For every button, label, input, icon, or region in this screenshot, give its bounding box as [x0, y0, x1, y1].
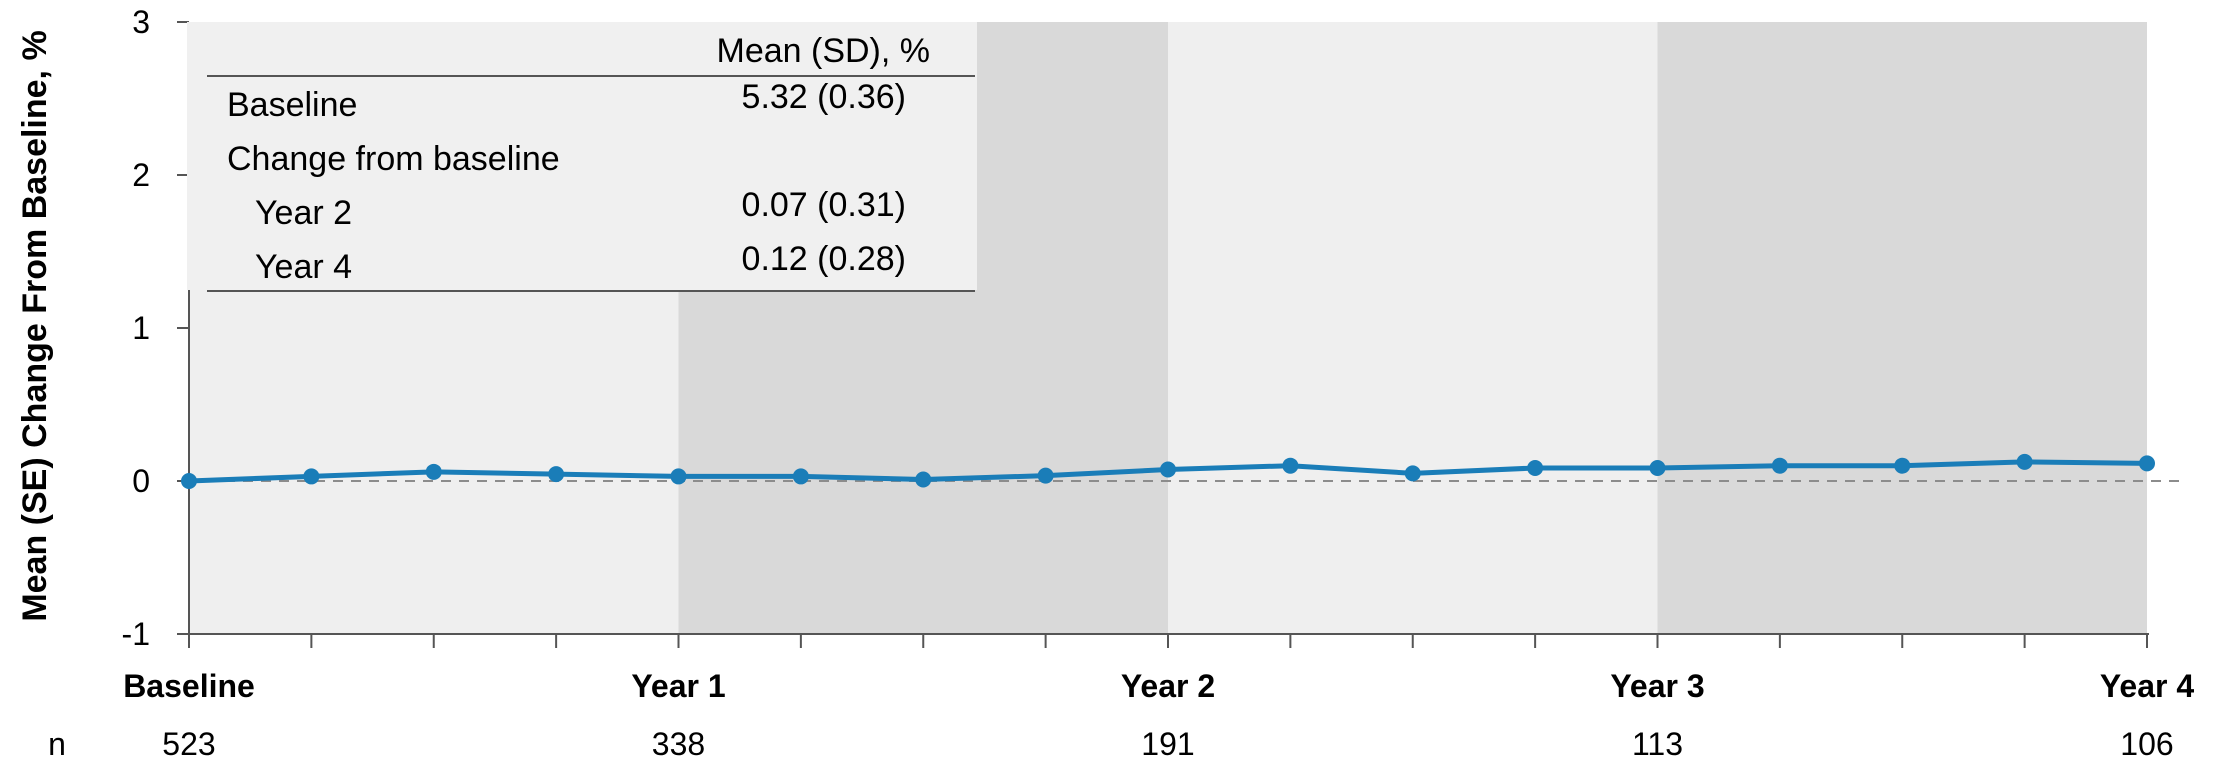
- y-tick-label: -1: [122, 616, 150, 652]
- x-major-label: Baseline: [123, 668, 255, 704]
- x-major-label: Year 3: [1610, 668, 1704, 704]
- y-axis-label: Mean (SE) Change From Baseline, %: [16, 30, 54, 621]
- inset-row-label: Year 4: [255, 248, 352, 286]
- data-point: [2016, 453, 2033, 470]
- data-point: [425, 463, 442, 480]
- y-tick-label: 3: [132, 4, 150, 40]
- inset-table-header: Mean (SD), %: [717, 32, 931, 70]
- data-point: [181, 473, 197, 489]
- x-major-labels: Baseline Year 1 Year 2 Year 3 Year 4: [123, 668, 2194, 704]
- n-value: 113: [1632, 726, 1683, 761]
- inset-table: Mean (SD), % Baseline 5.32 (0.36) Change…: [187, 22, 977, 292]
- inset-row-label: Baseline: [227, 86, 357, 124]
- shaded-band: [1657, 22, 2147, 634]
- n-value: 191: [1141, 726, 1194, 761]
- x-major-label: Year 1: [631, 668, 725, 704]
- inset-row-label: Year 2: [255, 194, 352, 232]
- n-value: 106: [2120, 726, 2173, 761]
- data-point: [1894, 457, 1911, 474]
- data-point: [1037, 467, 1054, 484]
- data-point: [915, 471, 932, 488]
- y-tick-label: 2: [132, 157, 150, 193]
- data-point: [670, 468, 687, 485]
- series: [181, 453, 2155, 489]
- data-point: [1282, 457, 1299, 474]
- inset-table-background: [187, 22, 977, 290]
- data-point: [1649, 459, 1666, 476]
- inset-row-value: 0.07 (0.31): [742, 186, 906, 224]
- n-value: 523: [162, 726, 215, 761]
- data-point: [1771, 457, 1788, 474]
- n-row-label: n: [48, 726, 66, 761]
- x-major-label: Year 2: [1121, 668, 1215, 704]
- y-tick-label: 0: [132, 463, 150, 499]
- data-point: [2139, 455, 2155, 472]
- inset-row-value: 0.12 (0.28): [742, 240, 906, 278]
- data-point: [1160, 461, 1176, 478]
- inset-row-value: 5.32 (0.36): [742, 78, 906, 116]
- data-point: [1404, 465, 1421, 482]
- x-major-label: Year 4: [2100, 668, 2195, 704]
- data-point: [303, 468, 320, 485]
- data-point: [792, 468, 809, 485]
- data-point: [548, 466, 565, 483]
- shaded-band: [1168, 22, 1658, 634]
- n-row: n 523 338 191 113 106: [48, 726, 2174, 761]
- inset-row-label: Change from baseline: [227, 140, 560, 178]
- y-tick-labels: 3 2 1 0 -1: [122, 4, 150, 652]
- data-point: [1527, 459, 1544, 476]
- n-value: 338: [652, 726, 705, 761]
- y-tick-label: 1: [132, 310, 150, 346]
